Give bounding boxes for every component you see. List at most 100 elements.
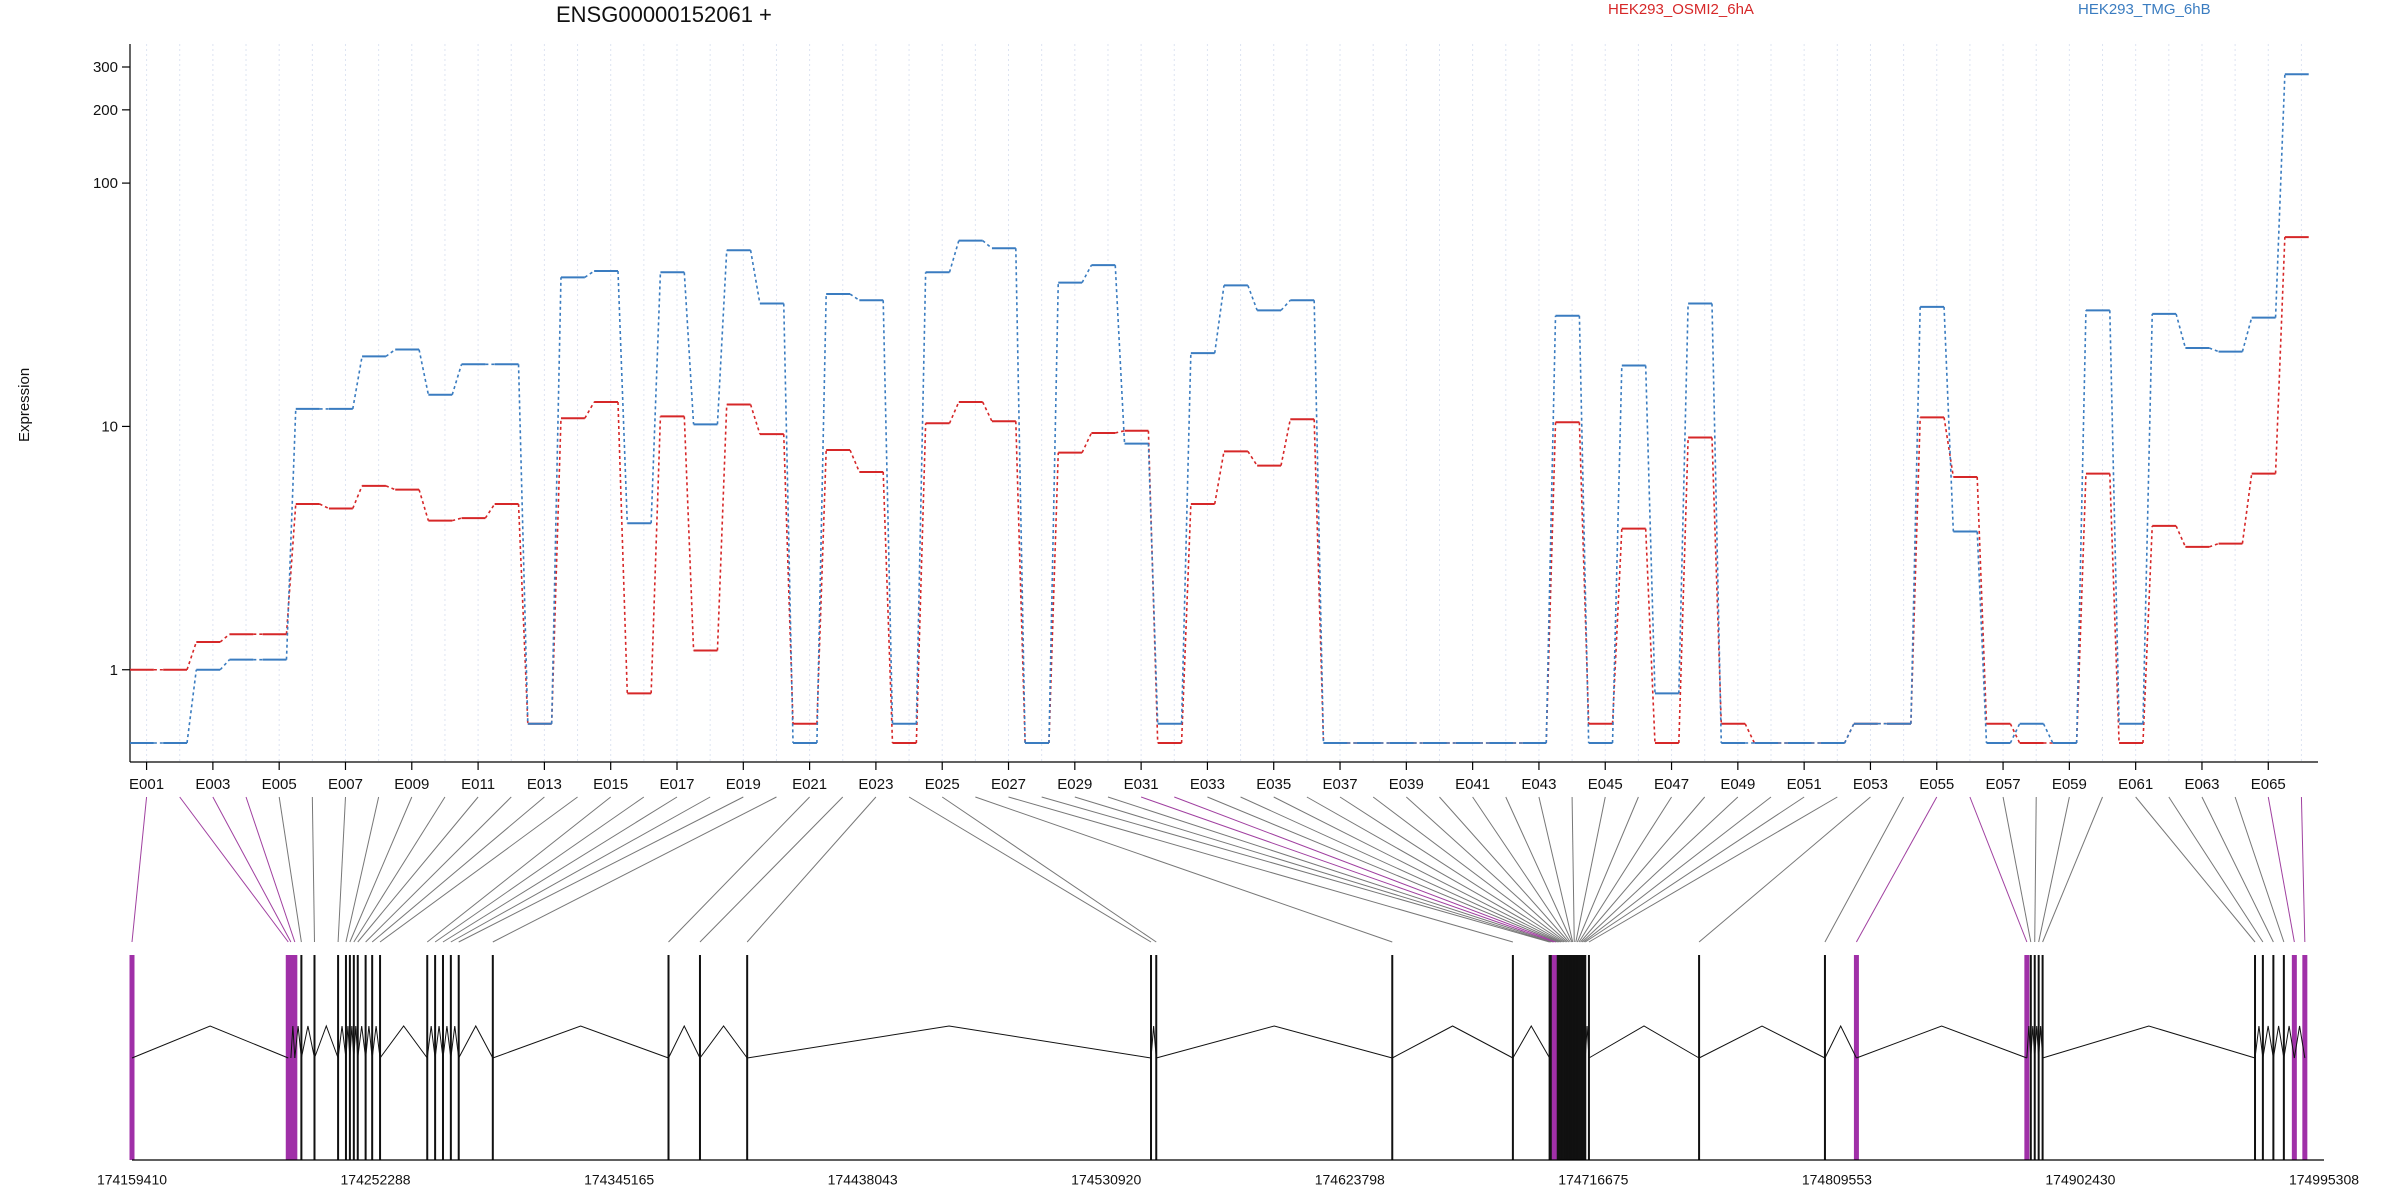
series-0-connector <box>1578 422 1590 724</box>
gene-model-intron <box>668 1024 701 1059</box>
series-0-connector <box>2175 525 2187 548</box>
x-tick-label: E065 <box>2251 776 2286 793</box>
series-1-connector <box>882 300 894 724</box>
gene-model-intron <box>314 1024 339 1059</box>
series-0-connector <box>219 633 230 643</box>
series-0-connector <box>319 503 330 510</box>
gene-model-intron <box>294 1025 302 1059</box>
exon-position-link <box>941 796 1157 943</box>
series-0-connector <box>948 401 960 424</box>
gene-model-exon <box>1582 955 1585 1160</box>
exon-position-link <box>2135 796 2256 943</box>
series-1-connector <box>1147 443 1159 724</box>
gene-model-intron <box>426 1025 436 1059</box>
gene-model-exon <box>1549 955 1552 1160</box>
series-1-connector <box>1015 248 1026 744</box>
gene-model-exon <box>1566 955 1569 1160</box>
series-1-connector <box>2208 347 2219 353</box>
gene-model-exon <box>1558 955 1561 1160</box>
gene-model-intron <box>1698 1025 1826 1059</box>
exon-position-link <box>1576 796 1639 943</box>
series-1-connector <box>1545 315 1557 744</box>
exon-position-link <box>337 796 346 943</box>
gene-model-intron <box>2042 1025 2256 1059</box>
exon-position-link <box>365 796 512 943</box>
exon-position-link <box>746 796 877 943</box>
gene-model-intron <box>2254 1025 2264 1059</box>
exon-position-link <box>179 796 289 943</box>
x-tick-label: E029 <box>1057 776 1092 793</box>
series-0-connector <box>484 503 496 519</box>
series-1-connector <box>683 272 695 425</box>
exon-position-link <box>379 796 578 943</box>
series-1-connector <box>1943 306 1955 532</box>
exon-position-link <box>1824 796 1905 943</box>
exon-position-link <box>1538 796 1574 943</box>
x-tick-label: E051 <box>1787 776 1822 793</box>
genomic-tick-label: 174809553 <box>1802 1171 1872 1187</box>
x-tick-label: E023 <box>858 776 893 793</box>
series-1-connector <box>1976 531 1988 744</box>
gene-model-exon <box>1556 955 1559 1160</box>
exon-position-link <box>668 796 810 943</box>
x-tick-label: E013 <box>527 776 562 793</box>
gene-model-intron <box>371 1025 381 1059</box>
exon-position-link <box>1074 796 1552 943</box>
series-1-connector <box>285 408 297 660</box>
series-1-connector <box>749 250 761 304</box>
series-0-connector <box>1678 437 1689 744</box>
series-0-connector <box>683 416 695 651</box>
series-0-connector <box>1280 419 1292 466</box>
x-tick-label: E033 <box>1190 776 1225 793</box>
series-1-connector <box>1644 365 1656 694</box>
gene-model-exon <box>1569 955 1572 1160</box>
series-1-connector <box>1247 285 1258 311</box>
gene-model-intron <box>2030 1025 2036 1059</box>
gene-model-intron <box>2038 1025 2044 1059</box>
series-1-connector <box>948 240 960 273</box>
gene-model-intron <box>434 1025 444 1059</box>
series-1-connector <box>584 270 595 278</box>
series-0-connector <box>186 641 198 671</box>
x-tick-label: E001 <box>129 776 164 793</box>
x-tick-label: E007 <box>328 776 363 793</box>
x-tick-label: E037 <box>1323 776 1358 793</box>
series-1-connector <box>1180 353 1192 724</box>
exon-position-link <box>2201 796 2274 943</box>
exon-position-link <box>1472 796 1571 943</box>
series-0-connector <box>849 449 861 473</box>
exon-position-link <box>1207 796 1558 943</box>
gene-model-exon <box>1577 955 1580 1160</box>
exon-position-link <box>434 796 645 943</box>
exon-position-link <box>1969 796 2028 943</box>
series-0-connector <box>1711 437 1723 724</box>
exon-position-link <box>1405 796 1568 943</box>
exon-position-link <box>2034 796 2037 943</box>
series-1-connector <box>1910 306 1921 724</box>
gene-model-exon <box>1563 955 1566 1160</box>
exon-position-link <box>2300 796 2306 943</box>
y-tick-label: 300 <box>93 59 118 76</box>
series-1-connector <box>517 364 529 724</box>
x-tick-label: E047 <box>1654 776 1689 793</box>
gene-model-intron <box>1392 1025 1514 1059</box>
x-tick-label: E041 <box>1455 776 1490 793</box>
exon-position-link <box>1174 796 1557 943</box>
series-0-connector <box>1180 503 1192 744</box>
gene-model-intron <box>2283 1025 2295 1059</box>
gene-model-intron <box>2026 1025 2032 1059</box>
series-1-connector <box>1578 315 1590 744</box>
genomic-tick-label: 174623798 <box>1315 1171 1385 1187</box>
series-1-connector <box>617 271 629 524</box>
x-tick-label: E009 <box>394 776 429 793</box>
genomic-tick-label: 174995308 <box>2289 1171 2359 1187</box>
series-1-connector <box>982 240 993 249</box>
exon-position-link <box>1505 796 1573 943</box>
gene-model-intron <box>2272 1025 2285 1059</box>
exon-position-link <box>1439 796 1570 943</box>
gene-model-exon <box>1574 955 1577 1160</box>
series-1-connector <box>1280 299 1291 311</box>
exon-position-link <box>2168 796 2264 943</box>
